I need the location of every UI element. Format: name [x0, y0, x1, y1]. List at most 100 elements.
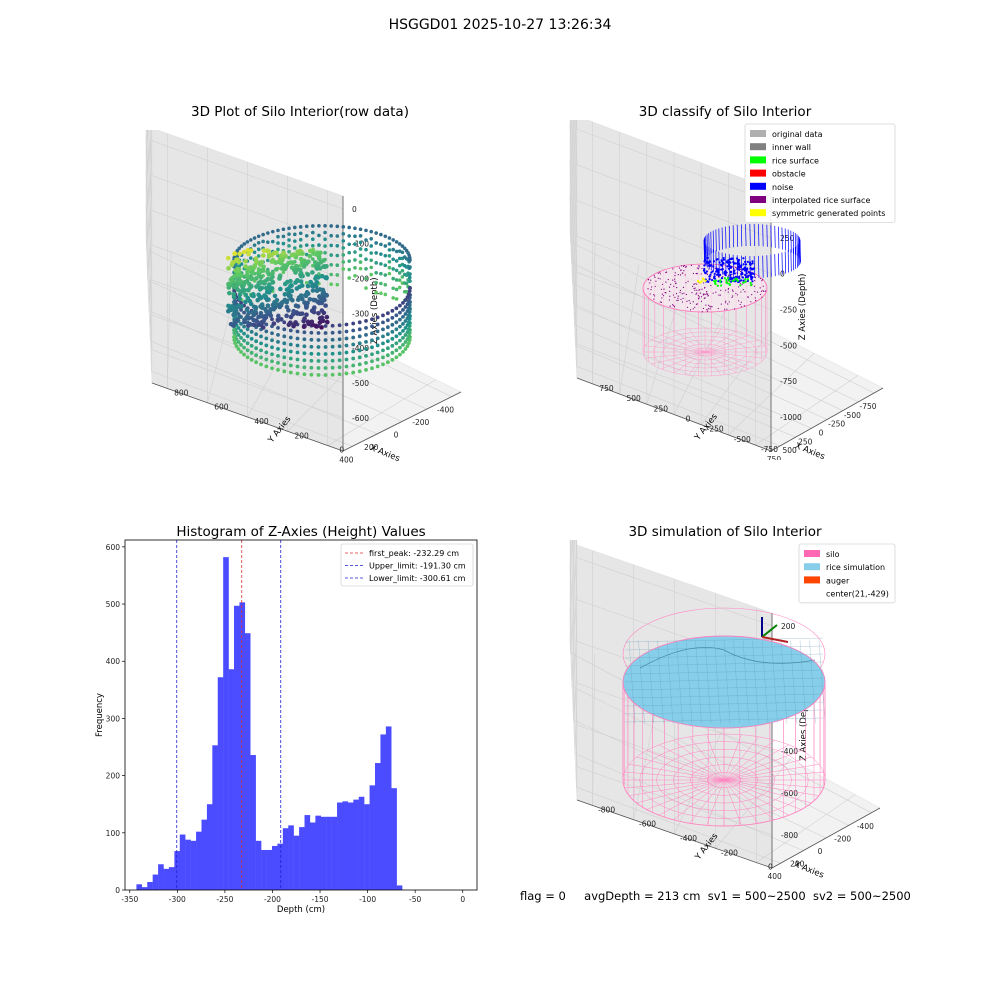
p1-scatter-point — [250, 266, 256, 272]
p2-silo-floor-spoke — [651, 339, 706, 353]
panel3-histogram: -350 -300 -250 -200 -150 -100 -50 0 0 100 200 300 40… — [95, 539, 478, 915]
p2-noise-point — [719, 273, 722, 277]
p1-scatter-point — [277, 304, 283, 310]
histogram-bar — [353, 799, 359, 890]
p1-scatter-point — [387, 242, 392, 246]
p4-silo-floor-spoke — [624, 779, 725, 789]
p2-interpolated-point — [709, 308, 711, 310]
p2-noise-point — [703, 271, 707, 274]
p2-interpolated-point — [711, 306, 713, 308]
p1-scatter-point — [236, 326, 241, 330]
p1-scatter-point — [401, 335, 405, 340]
p2-interpolated-point — [676, 287, 678, 289]
p1-scatter-point — [400, 268, 405, 273]
p1-scatter-point — [330, 337, 335, 342]
p1-scatter-point — [379, 242, 383, 247]
p1-scatter-point — [304, 233, 309, 238]
p2-interpolated-point — [677, 297, 679, 299]
p1-scatter-point — [358, 247, 363, 251]
p2-noise-point — [710, 231, 712, 254]
p1-scatter-point — [323, 352, 328, 356]
p1-scatter-point — [351, 335, 356, 340]
histogram-bar — [217, 677, 224, 890]
p1-scatter-point — [391, 286, 395, 291]
p2-symmetric-point — [704, 279, 707, 283]
p1-scatter-point — [310, 288, 316, 293]
p1-scatter-point — [259, 341, 263, 346]
histogram-bar — [326, 816, 332, 890]
p2-x-tick: 750 — [767, 455, 782, 460]
p1-scatter-point — [406, 327, 411, 331]
p2-grid-y — [573, 303, 828, 420]
p1-scatter-point — [232, 251, 238, 256]
p1-scatter-point — [391, 238, 395, 242]
histogram-bar — [212, 745, 218, 890]
p1-scatter-point — [369, 229, 374, 234]
p1-scatter-point — [298, 256, 304, 262]
p1-scatter-point — [408, 272, 412, 276]
p1-scatter-point — [302, 365, 307, 370]
p4-rice-mesh — [790, 640, 797, 724]
p4-silo-floor-spoke — [723, 756, 812, 781]
p1-scatter-point — [290, 260, 296, 266]
p1-scatter-point — [264, 322, 269, 327]
p1-scatter-point — [286, 322, 292, 328]
p1-scatter-point — [398, 310, 402, 315]
histogram-bar — [168, 867, 175, 890]
p1-scatter-point — [288, 363, 293, 368]
p2-y-tick: 250 — [654, 404, 669, 413]
p1-scatter-point — [255, 283, 261, 289]
p2-noise-point — [717, 271, 720, 274]
p1-scatter-point — [273, 267, 279, 272]
p1-scatter-point — [323, 345, 328, 349]
histogram-bar — [239, 602, 246, 890]
p4-rice-mesh — [628, 640, 636, 724]
p2-noise-point — [796, 234, 798, 257]
p1-scatter-point — [262, 279, 268, 284]
p1-scatter-point — [237, 296, 242, 301]
p4-y-tick: -200 — [721, 848, 738, 857]
p1-scatter-point — [311, 297, 316, 303]
p2-noise-point — [715, 258, 718, 261]
p2-interpolated-point — [754, 297, 756, 299]
p1-scatter-point — [335, 234, 340, 238]
p1-scatter-point — [329, 253, 333, 257]
p1-scatter-point — [317, 287, 323, 292]
p4-silo-floor-spoke — [723, 750, 802, 781]
p1-scatter-point — [398, 352, 402, 357]
p1-scatter-point — [385, 311, 390, 316]
p1-scatter-point — [385, 339, 390, 344]
p2-interpolated-point — [653, 275, 655, 277]
p2-noise-point — [712, 230, 715, 253]
p1-scatter-point — [254, 353, 259, 358]
p2-interpolated-point — [674, 272, 676, 274]
p1-scatter-point — [405, 316, 410, 320]
p1-scatter-point — [246, 310, 252, 316]
p2-interpolated-point — [663, 288, 665, 290]
p1-scatter-point — [279, 266, 285, 271]
p2-interpolated-point — [706, 310, 709, 312]
p1-scatter-point — [235, 271, 241, 277]
p2-noise-point — [720, 268, 723, 271]
p2-noise-point — [750, 273, 753, 276]
p1-scatter-point — [230, 279, 236, 284]
p1-scatter-point — [387, 254, 392, 258]
p2-noise-point — [717, 269, 720, 272]
p4-silo-floor-spoke — [723, 764, 819, 781]
p2-noise-point — [717, 280, 720, 283]
histogram-y-tick-label: 400 — [106, 657, 121, 666]
p1-scatter-point — [246, 315, 252, 321]
p1-scatter-point — [256, 234, 261, 239]
p2-interpolated-point — [739, 271, 742, 273]
p1-scatter-point — [305, 283, 311, 289]
p2-noise-point — [750, 277, 753, 281]
p1-scatter-point — [344, 336, 349, 341]
p2-legend-swatch — [750, 156, 766, 164]
p4-rice-mesh — [625, 701, 823, 707]
p1-grid-z — [145, 204, 344, 419]
p2-noise-point — [745, 272, 748, 275]
p2-interpolated-point — [759, 293, 761, 296]
p1-scatter-point — [364, 238, 368, 242]
p4-rice-mesh — [625, 669, 823, 675]
p1-scatter-point — [290, 297, 295, 303]
